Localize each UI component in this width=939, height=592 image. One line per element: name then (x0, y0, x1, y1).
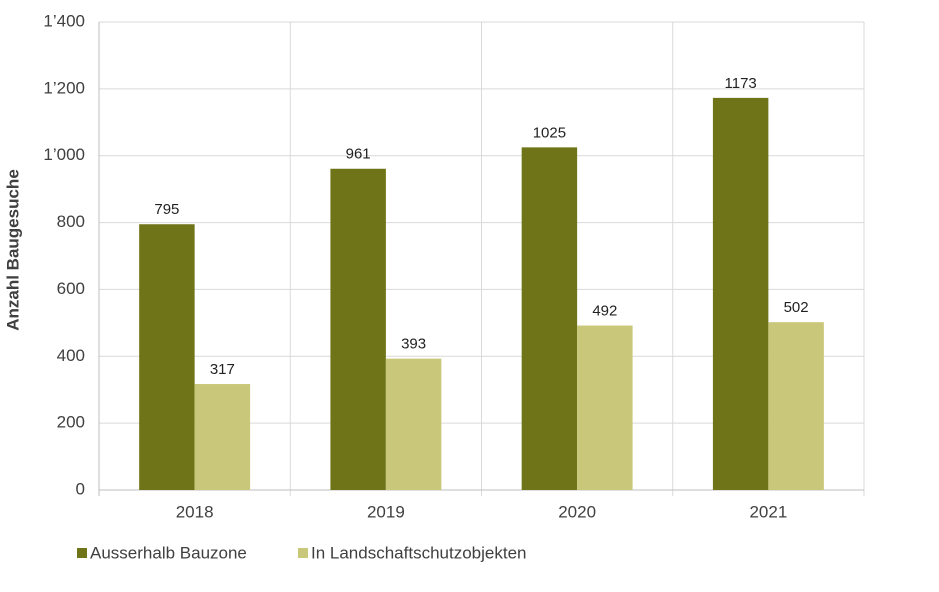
data-label: 492 (592, 303, 617, 320)
y-tick-label: 200 (57, 413, 85, 432)
legend-swatch (77, 548, 87, 558)
bar (385, 358, 442, 490)
bar (330, 168, 386, 490)
bar (768, 322, 824, 490)
data-label: 317 (210, 361, 235, 378)
y-tick-label: 0 (76, 479, 85, 498)
data-label: 502 (784, 299, 809, 316)
y-tick-label: 800 (57, 212, 85, 231)
x-tick-label: 2021 (749, 502, 787, 521)
data-label: 961 (346, 146, 371, 163)
legend-swatch (298, 548, 308, 558)
data-label: 1173 (725, 75, 757, 92)
x-tick-label: 2020 (558, 502, 596, 521)
y-tick-label: 400 (57, 346, 85, 365)
bar (521, 147, 578, 490)
x-tick-label: 2019 (367, 502, 405, 521)
y-axis-title: Anzahl Baugesuche (3, 169, 22, 331)
data-label: 795 (154, 201, 179, 218)
data-label: 393 (401, 336, 426, 353)
legend-label: In Landschaftschutzobjekten (311, 543, 526, 562)
bar (712, 97, 769, 490)
y-tick-label: 600 (57, 279, 85, 298)
x-tick-label: 2018 (176, 502, 214, 521)
legend-label: Ausserhalb Bauzone (90, 543, 247, 562)
bar (194, 384, 251, 490)
y-tick-label: 1’000 (43, 145, 85, 164)
y-tick-label: 1’400 (43, 11, 85, 30)
data-label: 1025 (533, 124, 566, 141)
y-tick-label: 1’200 (43, 78, 85, 97)
bar (139, 224, 195, 490)
bar (577, 325, 633, 490)
